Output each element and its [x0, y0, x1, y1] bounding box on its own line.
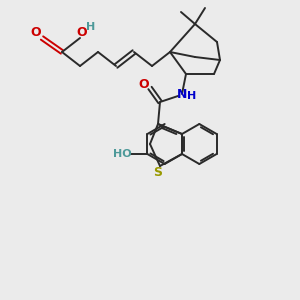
Text: O: O [77, 26, 87, 38]
Text: O: O [139, 77, 149, 91]
Text: O: O [31, 26, 41, 40]
Text: H: H [188, 91, 196, 101]
Text: S: S [154, 166, 163, 178]
Text: N: N [177, 88, 187, 101]
Text: HO: HO [113, 149, 132, 159]
Text: H: H [86, 22, 96, 32]
